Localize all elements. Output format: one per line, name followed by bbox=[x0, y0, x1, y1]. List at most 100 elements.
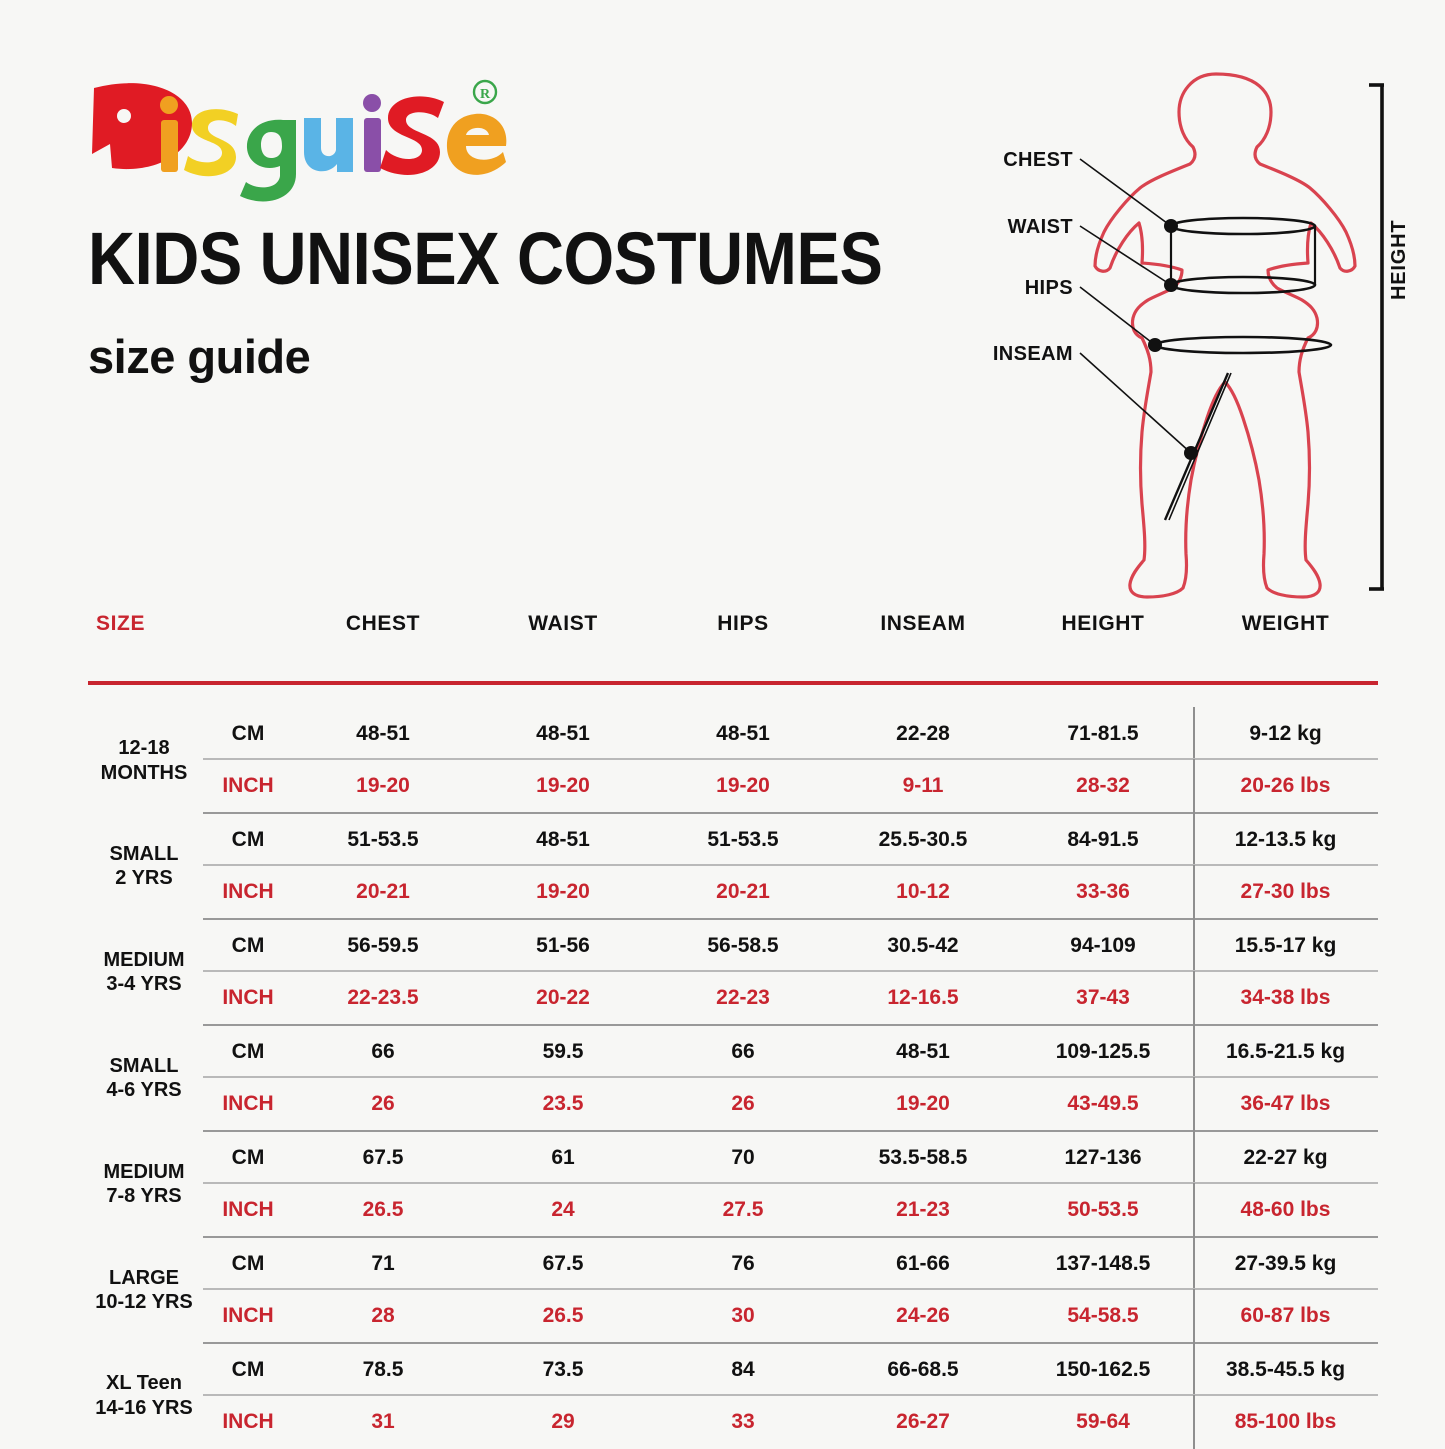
column-header-inseam: INSEAM bbox=[880, 612, 966, 635]
size-label-cell: LARGE 10-12 YRS bbox=[95, 1266, 193, 1313]
table-row: 12-18 MONTHS CM 48-51 48-51 48-51 22-28 71-81.5… bbox=[88, 707, 1378, 784]
cell-inch-height: 28-32 bbox=[1013, 760, 1193, 814]
cell-cm-inseam: 53.5-58.5 bbox=[833, 1131, 1013, 1184]
cell-inch-chest: 19-20 bbox=[293, 760, 473, 814]
cell-inch-height: 59-64 bbox=[1076, 1410, 1130, 1433]
cell-cm-inseam: 66-68.5 bbox=[833, 1343, 1013, 1396]
cell-cm-weight: 9-12 kg bbox=[1193, 707, 1378, 761]
body-measurement-diagram: CHEST WAIST HIPS INSEAM bbox=[985, 60, 1445, 620]
cell-inch-weight: 36-47 lbs bbox=[1193, 1077, 1378, 1132]
column-header-size: SIZE bbox=[96, 612, 146, 635]
inseam-label: INSEAM bbox=[993, 343, 1073, 365]
cell-inch-height: 33-36 bbox=[1013, 866, 1193, 920]
cell-inch-weight: 60-87 lbs bbox=[1193, 1289, 1378, 1344]
table-row: INCH 26.5 24 27.5 21-23 50-53.5 48-60 lbs bbox=[88, 1183, 1378, 1238]
cell-cm-hips: 56-58.5 bbox=[653, 919, 833, 972]
cell-cm-height: 71-81.5 bbox=[1013, 708, 1193, 760]
cell-cm-weight: 38.5-45.5 kg bbox=[1193, 1342, 1378, 1396]
cell-cm-waist: 61 bbox=[473, 1131, 653, 1184]
cell-cm-hips: 66 bbox=[653, 1025, 833, 1078]
cell-cm-inseam: 25.5-30.5 bbox=[833, 813, 1013, 866]
cell-inch-inseam: 19-20 bbox=[833, 1078, 1013, 1132]
cell-inch-hips: 22-23 bbox=[653, 972, 833, 1026]
brand-logo: R bbox=[88, 78, 518, 203]
cell-inch-chest: 20-21 bbox=[293, 866, 473, 920]
unit-label-inch: INCH bbox=[203, 972, 293, 1026]
size-label-cell: MEDIUM 7-8 YRS bbox=[103, 1160, 185, 1207]
cell-inch-chest: 26.5 bbox=[293, 1184, 473, 1238]
column-header-weight: WEIGHT bbox=[1241, 612, 1330, 635]
logo-letter-i2 bbox=[364, 118, 381, 172]
cell-inch-chest: 31 bbox=[371, 1410, 395, 1433]
cell-inch-waist: 26.5 bbox=[473, 1290, 653, 1344]
column-header-unit bbox=[203, 612, 293, 658]
cell-inch-weight: 48-60 lbs bbox=[1193, 1183, 1378, 1238]
unit-label-cm: CM bbox=[203, 1237, 293, 1290]
cell-cm-chest: 48-51 bbox=[293, 708, 473, 760]
table-row: INCH 19-20 19-20 19-20 9-11 28-32 20-26 lbs bbox=[88, 759, 1378, 814]
cell-cm-inseam: 30.5-42 bbox=[833, 919, 1013, 972]
cell-cm-waist: 73.5 bbox=[473, 1343, 653, 1396]
cell-cm-height: 84-91.5 bbox=[1013, 813, 1193, 866]
column-header-hips: HIPS bbox=[717, 612, 769, 635]
page-title: KIDS UNISEX COSTUMES bbox=[88, 217, 883, 300]
cell-cm-weight: 12-13.5 kg bbox=[1193, 812, 1378, 866]
header-rule bbox=[88, 658, 1378, 708]
table-body: 12-18 MONTHS CM 48-51 48-51 48-51 22-28 71-81.5… bbox=[88, 707, 1378, 1449]
unit-label-cm: CM bbox=[203, 813, 293, 866]
table-row: INCH 22-23.5 20-22 22-23 12-16.5 37-43 34-38 l… bbox=[88, 971, 1378, 1026]
measure-anchor-dots bbox=[1148, 219, 1198, 460]
size-label-cell: SMALL 4-6 YRS bbox=[106, 1054, 182, 1101]
cell-inch-waist: 24 bbox=[473, 1184, 653, 1238]
cell-inch-inseam: 21-23 bbox=[833, 1184, 1013, 1238]
size-label-cell: XL Teen 14-16 YRS bbox=[95, 1372, 193, 1419]
cell-inch-weight: 85-100 lbs bbox=[1193, 1395, 1378, 1449]
waist-measure-band bbox=[1169, 275, 1317, 295]
cell-inch-weight: 27-30 lbs bbox=[1193, 865, 1378, 920]
cell-inch-chest: 26 bbox=[293, 1078, 473, 1132]
cell-inch-inseam: 9-11 bbox=[833, 760, 1013, 814]
cell-cm-hips: 70 bbox=[653, 1131, 833, 1184]
hips-label: HIPS bbox=[1025, 277, 1073, 299]
cell-cm-hips: 51-53.5 bbox=[653, 813, 833, 866]
cell-inch-waist: 29 bbox=[551, 1410, 575, 1433]
page-subtitle: size guide bbox=[88, 330, 311, 383]
table-row: MEDIUM 3-4 YRS CM 56-59.5 51-56 56-58.5 30.5-4… bbox=[88, 918, 1378, 995]
leader-lines bbox=[1079, 158, 1192, 454]
unit-label-cm: CM bbox=[203, 1131, 293, 1184]
body-outline bbox=[1093, 72, 1357, 599]
cell-cm-height: 94-109 bbox=[1013, 919, 1193, 972]
cell-cm-weight: 27-39.5 kg bbox=[1193, 1236, 1378, 1290]
table-row: INCH 28 26.5 30 24-26 54-58.5 60-87 lbs bbox=[88, 1289, 1378, 1344]
cell-cm-chest: 51-53.5 bbox=[293, 813, 473, 866]
logo-letter-g bbox=[240, 119, 296, 202]
cell-cm-waist: 67.5 bbox=[473, 1237, 653, 1290]
cell-inch-hips: 20-21 bbox=[653, 866, 833, 920]
cell-cm-weight: 22-27 kg bbox=[1193, 1130, 1378, 1184]
cell-inch-weight: 34-38 lbs bbox=[1193, 971, 1378, 1026]
cell-cm-hips: 48-51 bbox=[653, 708, 833, 760]
cell-inch-hips: 27.5 bbox=[653, 1184, 833, 1238]
cell-cm-weight: 16.5-21.5 kg bbox=[1193, 1024, 1378, 1078]
height-label: HEIGHT bbox=[1388, 219, 1410, 300]
cell-cm-chest: 67.5 bbox=[293, 1131, 473, 1184]
cell-inch-height: 37-43 bbox=[1013, 972, 1193, 1026]
unit-label-cm: CM bbox=[203, 919, 293, 972]
table-row: SMALL 2 YRS CM 51-53.5 48-51 51-53.5 25.5-30.5… bbox=[88, 812, 1378, 889]
cell-inch-hips: 19-20 bbox=[653, 760, 833, 814]
cell-inch-hips: 26 bbox=[653, 1078, 833, 1132]
column-header-waist: WAIST bbox=[528, 612, 598, 635]
cell-cm-waist: 59.5 bbox=[473, 1025, 653, 1078]
column-header-chest: CHEST bbox=[345, 612, 421, 635]
cell-cm-inseam: 61-66 bbox=[833, 1237, 1013, 1290]
cell-inch-weight: 20-26 lbs bbox=[1193, 759, 1378, 814]
table-header-row: SIZE CHEST WAIST HIPS INSEAM HEIGHT WEIG… bbox=[88, 612, 1378, 658]
table-row: XL Teen 14-16 YRS CM 78.5 73.5 84 66-68.5 150-1… bbox=[88, 1342, 1378, 1419]
column-header-height: HEIGHT bbox=[1061, 612, 1145, 635]
cell-inch-inseam: 10-12 bbox=[833, 866, 1013, 920]
table-row: SMALL 4-6 YRS CM 66 59.5 66 48-51 109-125.5 16.5… bbox=[88, 1024, 1378, 1101]
cell-inch-inseam: 12-16.5 bbox=[833, 972, 1013, 1026]
cell-inch-waist: 19-20 bbox=[473, 760, 653, 814]
cell-cm-height: 109-125.5 bbox=[1013, 1025, 1193, 1078]
unit-label-inch: INCH bbox=[203, 866, 293, 920]
